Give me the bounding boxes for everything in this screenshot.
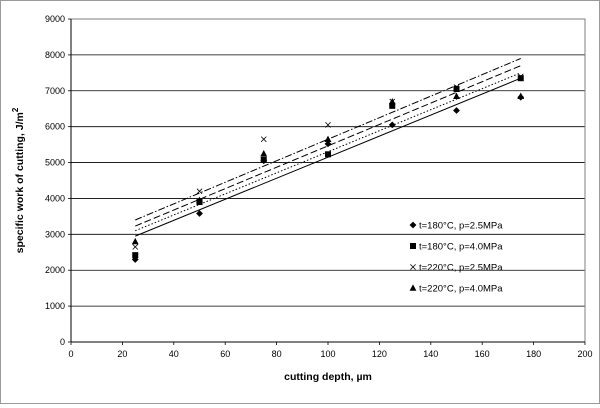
y-axis-title-superscript: 2 [11, 107, 20, 112]
legend-marker-series-3 [410, 264, 416, 270]
data-points [131, 73, 525, 263]
x-marker-stroke [260, 136, 267, 143]
data-point-series-2 [453, 85, 460, 92]
x-tick-label: 140 [423, 349, 438, 359]
data-point-series-4 [324, 135, 332, 143]
y-tick-label: 0 [60, 337, 65, 347]
legend-marker-series-4 [409, 284, 417, 291]
legend-label-series-1: t=180°C, p=2.5MPa [419, 221, 503, 232]
data-point-series-4 [131, 237, 139, 245]
data-point-series-3 [453, 84, 460, 91]
tick-labels: 0 1000 2000 3000 4000 5000 6000 7000 8000 9000 0 20… [45, 14, 593, 359]
trend-lines [135, 58, 521, 237]
data-point-series-3 [517, 73, 524, 80]
y-tick-label: 7000 [45, 86, 65, 96]
grid-lines [71, 18, 585, 307]
x-tick-label: 160 [475, 349, 490, 359]
data-point-series-2 [325, 151, 331, 158]
y-tick-label: 5000 [45, 158, 65, 168]
data-point-series-3 [196, 188, 203, 195]
y-tick-label: 3000 [45, 229, 65, 239]
x-tick-label: 100 [320, 349, 335, 359]
y-axis-title: specific work of cutting, J/m2 [11, 107, 26, 253]
data-point-series-1 [196, 210, 203, 217]
data-point-series-1 [131, 256, 139, 263]
x-marker-stroke [325, 121, 331, 128]
data-point-series-2 [389, 102, 396, 109]
x-marker-stroke [196, 188, 203, 195]
data-point-series-3 [325, 121, 331, 128]
data-point-series-4 [517, 92, 525, 99]
data-point-series-3 [260, 136, 267, 143]
x-marker-stroke [517, 73, 524, 80]
y-tick-label: 1000 [45, 301, 65, 311]
y-tick-label: 8000 [45, 50, 65, 60]
x-tick-label: 20 [117, 349, 127, 359]
data-point-series-2 [517, 75, 524, 82]
x-tick-label: 80 [272, 349, 282, 359]
y-tick-label: 9000 [45, 14, 65, 24]
x-tick-label: 120 [372, 349, 387, 359]
legend-label-series-3: t=220°C, p=2.5MPa [419, 263, 503, 274]
data-point-series-4 [260, 149, 268, 157]
x-marker-stroke [453, 84, 460, 91]
data-point-series-3 [132, 244, 139, 250]
y-tick-label: 6000 [45, 122, 65, 132]
data-point-series-4 [388, 97, 396, 105]
data-point-series-4 [196, 196, 203, 204]
legend-label-series-2: t=180°C, p=4.0MPa [419, 242, 503, 253]
x-marker-stroke [132, 244, 139, 250]
data-point-series-1 [453, 107, 460, 114]
x-tick-label: 40 [169, 349, 179, 359]
x-axis-title: cutting depth, µm [284, 371, 372, 383]
x-marker-stroke [410, 264, 416, 270]
x-tick-label: 200 [577, 349, 592, 359]
legend-marker-series-2 [410, 243, 416, 249]
axes [68, 18, 586, 345]
y-axis-title-text: specific work of cutting, J/m [14, 112, 26, 253]
data-point-series-1 [324, 140, 332, 148]
legend-label-series-4: t=220°C, p=4.0MPa [419, 284, 503, 295]
data-point-series-1 [388, 121, 396, 129]
y-tick-label: 4000 [45, 193, 65, 203]
legend-marker-series-1 [409, 221, 417, 229]
data-point-series-4 [453, 92, 460, 99]
x-tick-label: 0 [68, 349, 73, 359]
x-tick-label: 180 [526, 349, 541, 359]
x-tick-label: 60 [220, 349, 230, 359]
data-point-series-2 [132, 252, 139, 259]
legend: t=180°C, p=2.5MPa t=180°C, p=4.0MPa t=220°… [409, 221, 503, 295]
plot-area-frame [70, 18, 586, 343]
trend-line-series-4 [135, 72, 521, 232]
data-point-series-2 [260, 156, 267, 163]
y-tick-label: 2000 [45, 265, 65, 275]
